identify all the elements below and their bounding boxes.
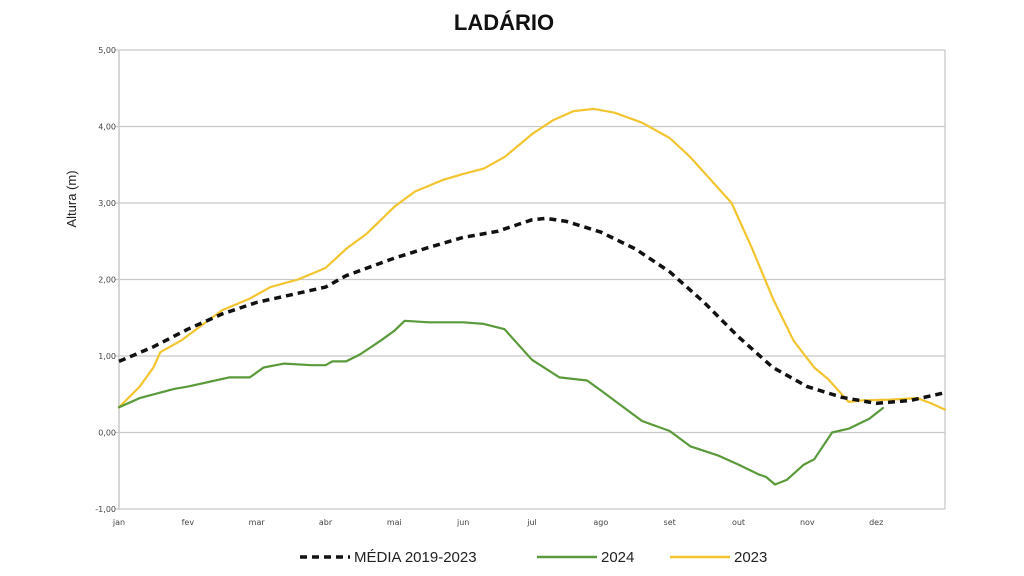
legend-label: MÉDIA 2019-2023 xyxy=(354,549,477,566)
x-tick-label: set xyxy=(664,518,676,527)
y-tick-label: 2,00 xyxy=(98,276,116,285)
y-tick-label: 1,00 xyxy=(98,352,116,361)
legend-label: 2023 xyxy=(734,549,767,566)
x-tick-label: jul xyxy=(526,518,537,527)
x-tick-label: ago xyxy=(593,518,608,527)
x-tick-label: mai xyxy=(387,518,402,527)
series-line-2024 xyxy=(117,319,885,486)
chart-title: LADÁRIO xyxy=(454,10,554,35)
legend-label: 2024 xyxy=(601,549,634,566)
x-tick-label: dez xyxy=(869,518,883,527)
series-lines xyxy=(117,107,947,486)
y-tick-label: 0,00 xyxy=(98,429,116,438)
x-tick-label: jun xyxy=(456,518,469,527)
x-tick-label: out xyxy=(732,518,745,527)
x-tick-label: mar xyxy=(249,518,266,527)
x-tick-label: fev xyxy=(182,518,195,527)
y-tick-label: 5,00 xyxy=(98,46,116,55)
y-tick-labels: -1,00 0,00 1,00 2,00 3,00 4,00 5,00 xyxy=(95,46,116,514)
gridlines xyxy=(115,49,946,510)
x-tick-labels: jan fev mar abr mai jun jul ago set out nov dez xyxy=(112,518,883,527)
series-line-2023 xyxy=(117,107,947,411)
x-tick-label: jan xyxy=(112,518,125,527)
y-tick-label: -1,00 xyxy=(95,505,116,514)
series-line-m-dia-2019-2023 xyxy=(118,216,946,406)
y-tick-label: 3,00 xyxy=(98,199,116,208)
y-tick-label: 4,00 xyxy=(98,123,116,132)
x-tick-label: abr xyxy=(319,518,333,527)
x-tick-label: nov xyxy=(800,518,815,527)
y-axis-label: Altura (m) xyxy=(64,170,79,227)
legend: MÉDIA 2019-2023 2024 2023 xyxy=(300,549,767,566)
